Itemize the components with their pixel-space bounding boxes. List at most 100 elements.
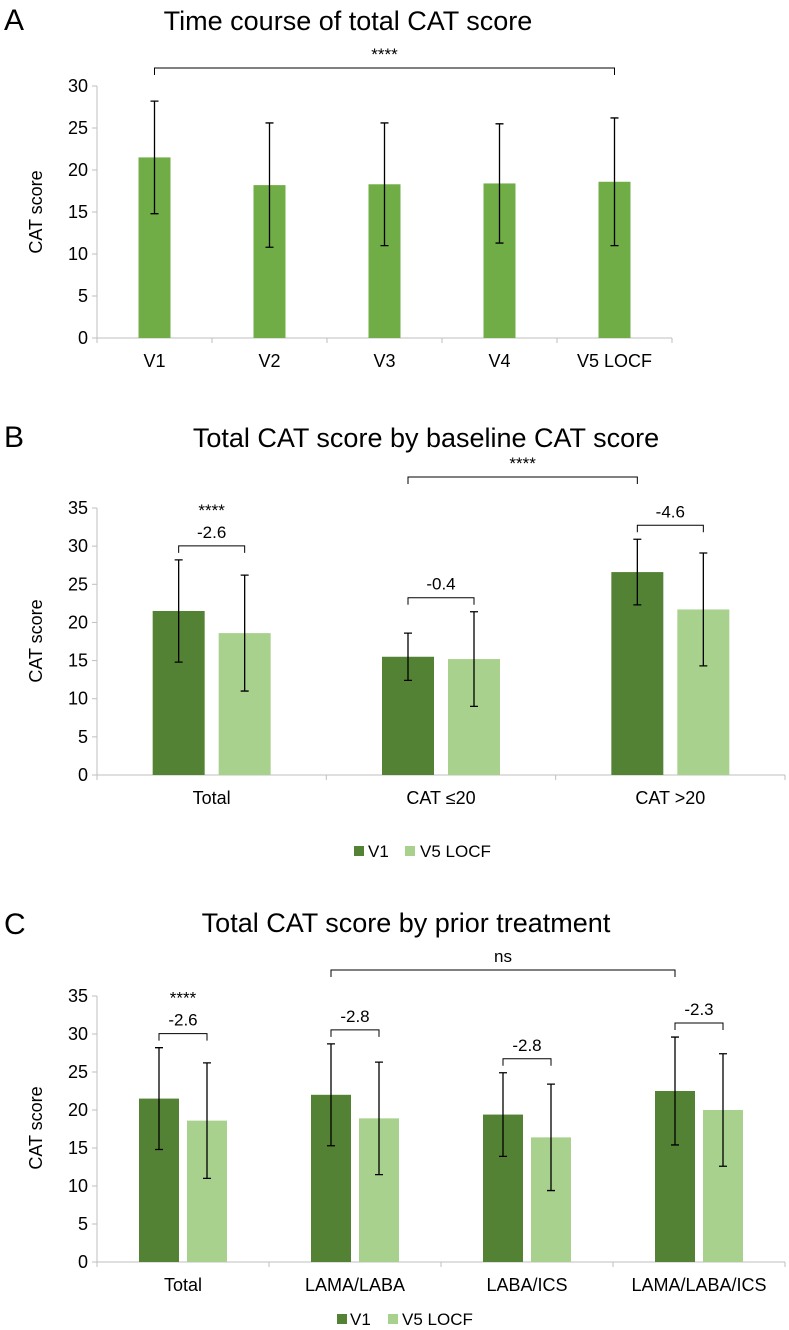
error-bar-v1-total xyxy=(174,559,183,663)
difference-label: -2.3 xyxy=(684,1000,713,1019)
bar-v1-cat-20 xyxy=(611,572,664,775)
chart-title: Total CAT score by prior treatment xyxy=(202,908,611,938)
plot-area: 0 5 10 15 20 25 30 35 Total LAMA/LABA LABA/ICS LAMA… xyxy=(68,947,786,1295)
difference-label: -2.8 xyxy=(512,1036,541,1055)
significance-label: **** xyxy=(198,501,225,520)
x-tick-label-v3: V3 xyxy=(373,351,395,371)
chart-title: Time course of total CAT score xyxy=(164,6,533,36)
x-tick-label-v5-locf: V5 LOCF xyxy=(577,351,652,371)
difference-label: -2.6 xyxy=(168,1011,197,1030)
error-bar-v5-locf-cat-20 xyxy=(470,611,478,707)
difference-label: -2.6 xyxy=(197,523,226,542)
legend: V1 V5 LOCF xyxy=(337,1310,473,1329)
x-tick-label-cat-20: CAT ≤20 xyxy=(406,788,475,808)
y-axis-label: CAT score xyxy=(26,170,46,253)
error-bar-v5-locf-total xyxy=(203,1062,211,1180)
difference-bracket xyxy=(407,597,475,605)
error-bar-v5-locf-lama-laba xyxy=(375,1061,383,1176)
difference-bracket xyxy=(330,1029,380,1037)
legend-label-v1: V1 xyxy=(350,1310,371,1329)
chart-title: Total CAT score by baseline CAT score xyxy=(193,423,659,453)
x-tick-label-v1: V1 xyxy=(143,351,165,371)
legend-swatch-v5-locf xyxy=(405,846,415,856)
y-tick-label: 25 xyxy=(68,118,88,138)
x-tick-label-laba-ics: LABA/ICS xyxy=(486,1275,567,1295)
y-tick-label: 5 xyxy=(78,1214,88,1234)
y-tick-label: 25 xyxy=(68,1062,88,1082)
legend-swatch-v5-locf xyxy=(388,1314,398,1324)
y-tick-label: 0 xyxy=(78,1252,88,1272)
error-bar-cat-score-v2 xyxy=(265,122,274,248)
y-axis-label: CAT score xyxy=(26,1086,46,1169)
significance-bracket xyxy=(407,476,638,484)
y-tick-label: 25 xyxy=(68,574,88,594)
significance-label: **** xyxy=(509,454,536,473)
y-tick-label: 0 xyxy=(78,328,88,348)
x-tick-label-lama-laba: LAMA/LABA xyxy=(305,1275,405,1295)
y-tick-label: 15 xyxy=(68,651,88,671)
y-tick-label: 0 xyxy=(78,765,88,785)
plot-area: 0 5 10 15 20 25 30 V1 V2 V3 V4 V5 LOCF **** xyxy=(68,45,673,371)
y-tick-label: 30 xyxy=(68,76,88,96)
plot-area: 0 5 10 15 20 25 30 35 Total CAT ≤20 CAT >20 -2.6 ***… xyxy=(68,454,786,808)
error-bar-v5-locf-total xyxy=(240,574,249,692)
difference-label: -0.4 xyxy=(426,575,455,594)
legend-swatch-v1 xyxy=(354,846,364,856)
error-bar-v5-locf-laba-ics xyxy=(547,1083,555,1192)
legend-label-v5-locf: V5 LOCF xyxy=(402,1310,473,1329)
y-tick-label: 35 xyxy=(68,498,88,518)
x-tick-label-total: Total xyxy=(164,1275,202,1295)
error-bar-v5-locf-cat-20 xyxy=(699,552,708,667)
difference-bracket xyxy=(502,1058,552,1066)
significance-label: **** xyxy=(170,989,197,1008)
difference-label: -2.8 xyxy=(340,1007,369,1026)
error-bar-cat-score-v3 xyxy=(380,122,389,247)
y-tick-label: 30 xyxy=(68,1024,88,1044)
error-bar-v1-total xyxy=(155,1047,163,1151)
error-bar-v1-lama-laba xyxy=(327,1043,335,1147)
panel-letter: B xyxy=(4,421,24,454)
difference-bracket xyxy=(178,545,246,553)
panel-b: B Total CAT score by baseline CAT score … xyxy=(4,421,786,861)
x-tick-label-total: Total xyxy=(193,788,231,808)
significance-bracket xyxy=(154,67,615,75)
error-bar-v1-lama-laba-ics xyxy=(671,1036,679,1146)
significance-bracket xyxy=(330,969,676,977)
difference-bracket xyxy=(158,1033,208,1041)
x-tick-label-lama-laba-ics: LAMA/LABA/ICS xyxy=(631,1275,766,1295)
y-tick-label: 10 xyxy=(68,689,88,709)
panel-c: C Total CAT score by prior treatment CAT… xyxy=(4,908,786,1329)
error-bar-v1-laba-ics xyxy=(499,1072,507,1158)
y-tick-label: 5 xyxy=(78,286,88,306)
difference-bracket xyxy=(636,524,704,533)
error-bar-v5-locf-lama-laba-ics xyxy=(719,1053,727,1167)
error-bar-cat-score-v5-locf xyxy=(610,117,619,247)
legend-label-v1: V1 xyxy=(368,842,389,861)
error-bar-cat-score-v1 xyxy=(150,100,159,215)
y-axis-label: CAT score xyxy=(26,599,46,682)
y-tick-label: 5 xyxy=(78,727,88,747)
panel-letter: C xyxy=(4,908,26,941)
x-tick-label-v4: V4 xyxy=(488,351,510,371)
panel-letter: A xyxy=(4,4,24,37)
significance-label: **** xyxy=(371,45,398,64)
y-tick-label: 35 xyxy=(68,986,88,1006)
y-tick-label: 20 xyxy=(68,1100,88,1120)
error-bar-v1-cat-20 xyxy=(404,632,412,682)
y-tick-label: 10 xyxy=(68,1176,88,1196)
legend: V1 V5 LOCF xyxy=(354,842,491,861)
error-bar-cat-score-v4 xyxy=(495,123,504,244)
difference-label: -4.6 xyxy=(656,502,685,521)
y-tick-label: 15 xyxy=(68,202,88,222)
difference-bracket xyxy=(674,1022,724,1031)
panel-a: A Time course of total CAT score CAT sco… xyxy=(4,4,673,371)
y-tick-label: 30 xyxy=(68,536,88,556)
y-tick-label: 10 xyxy=(68,244,88,264)
y-tick-label: 20 xyxy=(68,612,88,632)
error-bar-v1-cat-20 xyxy=(633,538,642,606)
y-tick-label: 15 xyxy=(68,1138,88,1158)
x-tick-label-v2: V2 xyxy=(258,351,280,371)
significance-label: ns xyxy=(494,947,512,966)
y-tick-label: 20 xyxy=(68,160,88,180)
